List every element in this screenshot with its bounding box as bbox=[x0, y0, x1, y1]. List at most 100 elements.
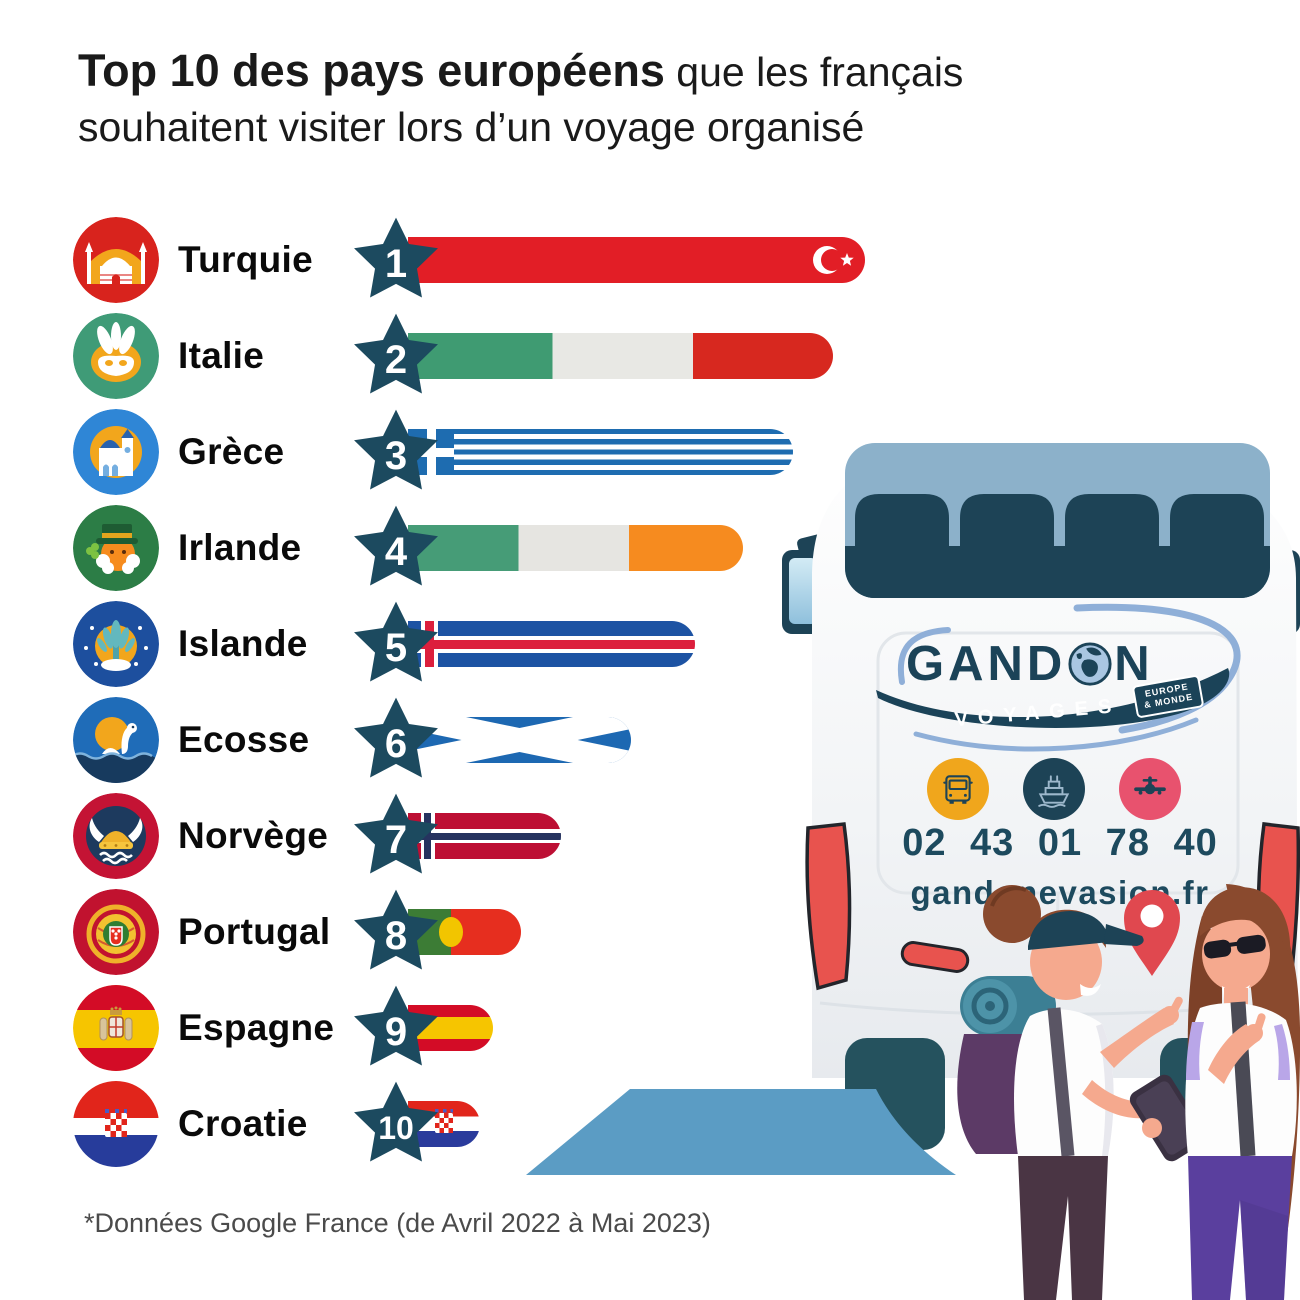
gandon-voyages-logo: GAND N VOYAGES EUROPE & MONDE bbox=[872, 596, 1264, 766]
bus-icon bbox=[927, 758, 989, 820]
smile-left bbox=[1080, 984, 1101, 996]
country-label: Croatie bbox=[178, 1103, 308, 1144]
geyser-icon bbox=[72, 600, 160, 688]
rank-star: 7 bbox=[350, 790, 442, 882]
bar-zone: 10 bbox=[350, 1076, 950, 1172]
traveler-left bbox=[957, 885, 1207, 1300]
venetian-mask-icon bbox=[72, 312, 160, 400]
rank-row-croatie: Croatie 10 bbox=[72, 1076, 972, 1172]
viking-helmet-icon bbox=[72, 792, 160, 880]
rank-number: 7 bbox=[384, 817, 408, 862]
flag-bar-grece bbox=[408, 429, 793, 475]
bar-zone: 7 bbox=[350, 788, 950, 884]
ship-icon bbox=[1023, 758, 1085, 820]
croatia-shield-icon bbox=[435, 1109, 453, 1133]
flag-bar-turquie bbox=[408, 237, 865, 283]
rank-star: 10 bbox=[350, 1078, 442, 1170]
face-right bbox=[1202, 917, 1270, 991]
rank-star: 9 bbox=[350, 982, 442, 1074]
rank-star: 8 bbox=[350, 886, 442, 978]
plane-icon bbox=[1119, 758, 1181, 820]
bus-reflector bbox=[900, 941, 970, 973]
brand-part1: GAND bbox=[906, 637, 1067, 691]
country-label: Norvège bbox=[178, 815, 329, 856]
bar-zone: 8 bbox=[350, 884, 950, 980]
rank-row-portugal: Portugal 8 bbox=[72, 884, 972, 980]
rank-star: 1 bbox=[350, 214, 442, 306]
rank-number: 9 bbox=[384, 1009, 408, 1054]
flag-bar-islande bbox=[408, 621, 695, 667]
rank-row-grece: Grèce 3 bbox=[72, 404, 972, 500]
country-label: Portugal bbox=[178, 911, 331, 952]
country-label: Turquie bbox=[178, 239, 314, 280]
leprechaun-icon bbox=[72, 504, 160, 592]
country-label: Ecosse bbox=[178, 719, 310, 760]
rank-number: 3 bbox=[384, 433, 408, 478]
pointing-arm bbox=[1100, 1008, 1174, 1068]
country-label: Irlande bbox=[178, 527, 302, 568]
bus-left-tail-light bbox=[805, 822, 852, 991]
armillary-sphere-icon bbox=[72, 888, 160, 976]
rank-number: 1 bbox=[384, 241, 408, 286]
coat-of-arms-icon bbox=[72, 984, 160, 1072]
checkerboard-crest-icon bbox=[72, 1080, 160, 1168]
title-line2: souhaitent visiter lors d’un voyage orga… bbox=[78, 103, 865, 150]
rank-row-turquie: Turquie 1 bbox=[72, 212, 972, 308]
location-pin-icon bbox=[1124, 890, 1180, 976]
globe-icon bbox=[1068, 642, 1112, 686]
country-label: Italie bbox=[178, 335, 265, 376]
road-ramp-shape bbox=[526, 1089, 956, 1175]
country-label: Islande bbox=[178, 623, 308, 664]
source-footnote: *Données Google France (de Avril 2022 à … bbox=[84, 1208, 711, 1238]
rank-number: 6 bbox=[384, 721, 408, 766]
sunglasses bbox=[1203, 934, 1266, 959]
transport-icons bbox=[915, 758, 1195, 822]
rank-row-islande: Islande 5 bbox=[72, 596, 972, 692]
flag-bar-norvege bbox=[408, 813, 561, 859]
bus-rear-window bbox=[845, 443, 1270, 598]
bar-zone: 4 bbox=[350, 500, 950, 596]
santorini-church-icon bbox=[72, 408, 160, 496]
rank-number: 5 bbox=[384, 625, 408, 670]
rank-star: 3 bbox=[350, 406, 442, 498]
flag-bar-italie bbox=[408, 333, 833, 379]
page-title: Top 10 des pays européens que les frança… bbox=[78, 42, 1128, 154]
rank-number: 8 bbox=[384, 913, 408, 958]
bar-zone: 9 bbox=[350, 980, 950, 1076]
rank-row-irlande: Irlande 4 bbox=[72, 500, 972, 596]
bar-zone: 6 bbox=[350, 692, 950, 788]
country-label: Grèce bbox=[178, 431, 285, 472]
bar-zone: 2 bbox=[350, 308, 950, 404]
brand-name: GAND N bbox=[906, 636, 1154, 692]
bus-seat-headrests bbox=[845, 494, 1270, 598]
rank-row-ecosse: Ecosse 6 bbox=[72, 692, 972, 788]
country-label: Espagne bbox=[178, 1007, 335, 1048]
flag-bar-ecosse bbox=[408, 717, 631, 763]
rank-star: 5 bbox=[350, 598, 442, 690]
title-rest: que les français bbox=[664, 49, 964, 95]
portugal-armillary-icon bbox=[438, 917, 463, 947]
phone-number: 02 43 01 78 40 bbox=[902, 822, 1218, 864]
flag-bar-irlande bbox=[408, 525, 743, 571]
travelers-illustration bbox=[957, 884, 1300, 1300]
bar-zone: 3 bbox=[350, 404, 950, 500]
rank-number: 4 bbox=[384, 529, 408, 574]
rank-row-norvege: Norvège 7 bbox=[72, 788, 972, 884]
cap bbox=[1028, 911, 1110, 950]
bar-zone: 1 bbox=[350, 212, 950, 308]
turkey-crescent-star-icon bbox=[813, 246, 854, 274]
rank-star: 4 bbox=[350, 502, 442, 594]
rank-number: 2 bbox=[384, 337, 408, 382]
mosque-icon bbox=[72, 216, 160, 304]
scotland-saltire-icon bbox=[408, 717, 631, 763]
rank-row-italie: Italie 2 bbox=[72, 308, 972, 404]
loch-ness-monster-icon bbox=[72, 696, 160, 784]
pants-right bbox=[1188, 1156, 1292, 1300]
bar-zone: 5 bbox=[350, 596, 950, 692]
rank-row-espagne: Espagne 9 bbox=[72, 980, 972, 1076]
rank-star: 2 bbox=[350, 310, 442, 402]
traveler-right bbox=[1185, 884, 1300, 1300]
flag-bar-portugal bbox=[408, 909, 521, 955]
rank-star: 6 bbox=[350, 694, 442, 786]
